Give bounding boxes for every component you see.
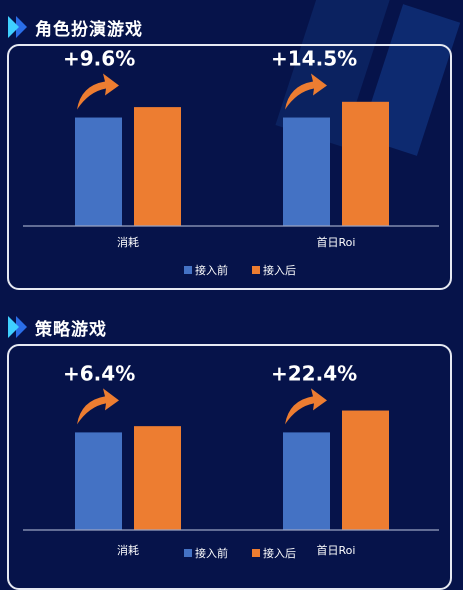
section-title: 策略游戏 — [35, 319, 107, 340]
legend-label: 接入前 — [195, 546, 228, 560]
section-header: 角色扮演游戏 — [8, 14, 143, 40]
section-marker-icon — [16, 16, 27, 38]
bar-before — [75, 117, 122, 226]
legend-label: 接入后 — [263, 264, 296, 277]
bar-before — [283, 117, 330, 226]
chart-panel: +9.6% 消耗 +14.5% 首日Roi 接入前 接入后 — [7, 44, 452, 290]
bar-chart: +9.6% 消耗 +14.5% 首日Roi 接入前 接入后 — [23, 47, 439, 277]
growth-arrow-icon — [285, 73, 327, 110]
legend-label: 接入前 — [195, 263, 228, 277]
bar-after — [342, 101, 389, 226]
chart-panel: +6.4% 消耗 +22.4% 首日Roi 接入前 接入后 — [7, 344, 452, 590]
legend-swatch — [184, 549, 192, 557]
growth-annotation: +9.6% — [63, 47, 135, 71]
section-marker-icon — [16, 316, 27, 338]
section-marker-icon — [8, 316, 19, 338]
growth-arrow-icon — [285, 388, 327, 425]
growth-arrow-icon — [77, 73, 119, 110]
bar-after — [134, 426, 181, 530]
legend-swatch — [184, 266, 192, 274]
section-marker-icon — [8, 16, 19, 38]
x-tick-label: 首日Roi — [317, 235, 356, 249]
bar-before — [75, 432, 122, 530]
bar-before — [283, 432, 330, 530]
growth-arrow-icon — [77, 388, 119, 425]
bar-after — [342, 410, 389, 530]
legend-label: 接入后 — [263, 547, 296, 560]
growth-annotation: +14.5% — [271, 47, 357, 71]
section-strategy: 策略游戏 +6.4% 消耗 +22.4% 首日Roi 接入前 接入后 — [0, 300, 463, 590]
growth-annotation: +22.4% — [271, 361, 357, 385]
growth-annotation: +6.4% — [63, 361, 135, 385]
x-tick-label: 消耗 — [117, 543, 139, 557]
section-header: 策略游戏 — [8, 314, 107, 340]
bar-after — [134, 107, 181, 226]
bar-chart: +6.4% 消耗 +22.4% 首日Roi 接入前 接入后 — [23, 361, 439, 560]
section-title: 角色扮演游戏 — [35, 19, 143, 40]
section-rpg: 角色扮演游戏 +9.6% 消耗 +14.5% 首日Roi 接入前 接入后 — [7, 14, 452, 290]
legend-swatch — [252, 549, 260, 557]
legend-swatch — [252, 266, 260, 274]
x-tick-label: 消耗 — [117, 235, 139, 249]
x-tick-label: 首日Roi — [317, 543, 356, 557]
